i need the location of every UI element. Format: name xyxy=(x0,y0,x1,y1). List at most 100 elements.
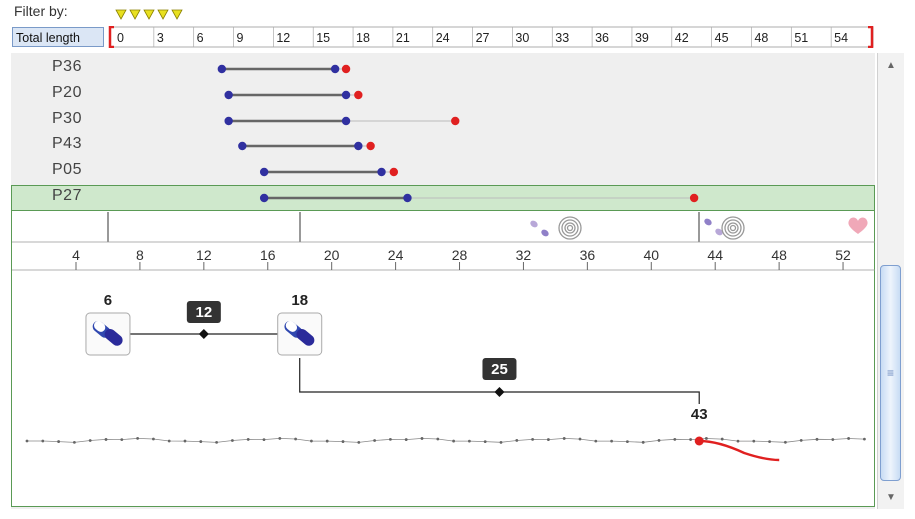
axis-tick-label: 20 xyxy=(324,247,340,263)
ruler-tick-label: 33 xyxy=(555,31,569,45)
filter-field-select[interactable]: Total length xyxy=(12,27,104,47)
row-label-p20[interactable]: P20 xyxy=(52,84,82,101)
row-label-p27[interactable]: P27 xyxy=(52,187,82,204)
trend-point xyxy=(246,438,250,441)
row-mid-dot xyxy=(330,64,340,74)
pill-highlight-icon xyxy=(285,320,298,332)
trend-point xyxy=(357,440,361,444)
trend-point xyxy=(231,439,234,442)
filter-marker-triangle-icon xyxy=(157,9,169,20)
pill-half-icon xyxy=(104,328,123,346)
axis-tick-label: 52 xyxy=(835,247,851,263)
range-start-bracket-icon xyxy=(108,26,114,48)
heart-icon xyxy=(848,217,868,234)
spiral-icon xyxy=(721,216,745,240)
trend-point xyxy=(736,439,740,443)
axis-tick-label: 8 xyxy=(136,247,144,263)
trend-point xyxy=(815,437,819,441)
row-start-dot xyxy=(238,141,247,151)
interval-label: 12 xyxy=(195,304,212,321)
scroll-up-arrow-icon[interactable]: ▲ xyxy=(886,59,896,71)
row-end-dot xyxy=(689,193,699,203)
trend-point xyxy=(389,437,392,441)
trend-point xyxy=(120,438,124,442)
trend-point xyxy=(136,437,140,440)
trend-point xyxy=(167,439,171,443)
row-label-p36[interactable]: P36 xyxy=(52,58,82,75)
vertical-scrollbar[interactable]: ▲ ≡ ▼ xyxy=(877,53,904,509)
trend-point xyxy=(673,437,677,441)
row-label-p43[interactable]: P43 xyxy=(52,135,82,152)
filter-markers[interactable] xyxy=(114,8,204,22)
ruler-tick-label: 18 xyxy=(356,31,370,45)
trend-point xyxy=(705,437,708,440)
trend-point xyxy=(847,437,850,440)
mini-pill-icon xyxy=(704,218,712,226)
row-end-dot xyxy=(366,141,375,151)
axis-tick-label: 40 xyxy=(643,247,659,263)
event-label: 18 xyxy=(291,292,308,309)
trend-point xyxy=(310,439,313,443)
ruler-tick-label: 24 xyxy=(436,31,450,45)
row-mid-dot xyxy=(377,167,386,177)
trend-point xyxy=(784,440,787,444)
filter-marker-triangle-icon xyxy=(143,9,155,20)
trend-point xyxy=(41,439,45,443)
scroll-grip-icon: ≡ xyxy=(886,366,894,380)
ruler-tick-label: 30 xyxy=(515,31,529,45)
row-label-p30[interactable]: P30 xyxy=(52,110,82,127)
range-end-bracket-icon xyxy=(868,26,874,48)
axis-tick-label: 36 xyxy=(580,247,596,263)
trend-point xyxy=(152,437,155,441)
row-label-p05[interactable]: P05 xyxy=(52,161,82,178)
row-start-dot xyxy=(224,90,233,100)
axis-tick-label: 4 xyxy=(72,247,80,263)
row-start-dot xyxy=(259,167,269,177)
ruler-tick-label: 42 xyxy=(675,31,689,45)
trend-point xyxy=(610,439,613,443)
ruler-tick-label: 36 xyxy=(595,31,609,45)
interval-diamond-icon xyxy=(198,329,209,339)
ruler-tick-label: 6 xyxy=(197,31,204,45)
trend-point xyxy=(594,439,598,443)
ruler-tick-label: 12 xyxy=(276,31,290,45)
ruler-tick-label: 48 xyxy=(754,31,768,45)
trend-point xyxy=(404,438,408,441)
row-mid-dot xyxy=(341,116,351,126)
axis-tick-label: 28 xyxy=(452,247,468,263)
pill-highlight-icon xyxy=(93,320,106,332)
spiral-icon xyxy=(561,219,579,237)
end-event-label: 43 xyxy=(691,406,708,423)
row-start-dot xyxy=(217,64,227,74)
trend-point xyxy=(73,440,76,444)
trend-point xyxy=(641,440,645,444)
row-mid-dot xyxy=(354,141,363,151)
trend-point xyxy=(199,440,203,443)
filter-ruler[interactable]: 0 3 6 9 12 15 18 21 24 27 30 33 36 39 42 45 48 51 54 xyxy=(108,26,875,48)
row-start-dot xyxy=(224,116,233,126)
scroll-down-arrow-icon[interactable]: ▼ xyxy=(886,491,896,503)
ruler-tick-label: 45 xyxy=(715,31,729,45)
pill-capsule-icon xyxy=(284,320,315,346)
trend-point xyxy=(499,440,503,444)
ruler-tick-label: 51 xyxy=(794,31,808,45)
trend-point xyxy=(689,438,692,441)
end-event-dot xyxy=(694,436,704,446)
trend-point xyxy=(57,440,60,443)
ruler-tick-label: 21 xyxy=(396,31,410,45)
trend-point xyxy=(799,439,803,442)
trend-point xyxy=(547,438,550,441)
detail-panel xyxy=(11,211,875,507)
mini-pill-icon xyxy=(541,229,549,237)
scroll-thumb[interactable]: ≡ xyxy=(880,265,901,481)
trend-point xyxy=(88,439,92,442)
trend-point xyxy=(831,438,835,441)
axis-tick-label: 12 xyxy=(196,247,212,263)
ruler-tick-label: 27 xyxy=(476,31,490,45)
spiral-icon xyxy=(727,222,739,234)
trend-point xyxy=(578,437,582,441)
trend-point xyxy=(341,440,345,443)
row-mid-dot xyxy=(403,193,412,203)
trend-point xyxy=(562,437,566,440)
